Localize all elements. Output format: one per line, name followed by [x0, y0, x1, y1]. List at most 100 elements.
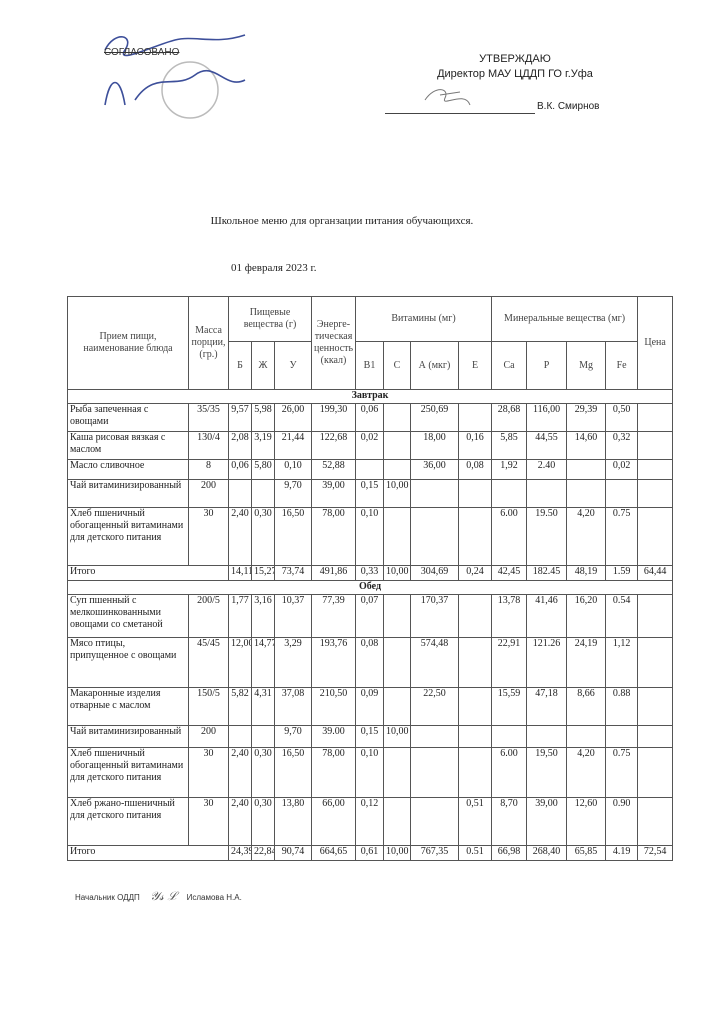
value-cell: 5,82 [228, 687, 252, 726]
dish-name: Хлеб ржано-пшеничный для детского питани… [67, 797, 189, 846]
value-cell: 0,15 [355, 725, 384, 748]
value-cell [410, 797, 459, 846]
value-cell [383, 459, 411, 480]
total-value: 10,00 [383, 565, 411, 581]
value-cell: 12,60 [566, 797, 607, 846]
value-cell: 22,91 [491, 637, 528, 688]
value-cell: 0,07 [355, 594, 384, 638]
value-cell [637, 459, 674, 480]
subheader-cell: Ж [251, 341, 275, 390]
value-cell [637, 725, 674, 748]
total-value: 268,40 [526, 845, 568, 861]
dish-name: Каша рисовая вязкая с маслом [67, 431, 189, 460]
value-cell [566, 459, 607, 480]
value-cell: 1,77 [228, 594, 252, 638]
value-cell [383, 403, 411, 432]
value-cell: 0,02 [355, 431, 384, 460]
value-cell: 8,66 [566, 687, 607, 726]
value-cell: 1,12 [605, 637, 639, 688]
value-cell: 36,00 [410, 459, 459, 480]
menu-date: 01 февраля 2023 г. [231, 262, 317, 274]
footer: Начальник ОДДП 𝒴𝓈 ℒ Исламова Н.А. [75, 889, 242, 904]
value-cell: 47,18 [526, 687, 568, 726]
value-cell: 15,59 [491, 687, 528, 726]
total-value: 65,85 [566, 845, 607, 861]
value-cell: 52,88 [311, 459, 356, 480]
total-value: 0,24 [457, 565, 493, 581]
value-cell: 4,31 [251, 687, 275, 726]
total-value: 90,74 [274, 845, 312, 861]
value-cell [410, 747, 459, 798]
value-cell [637, 479, 674, 508]
value-cell: 78,00 [311, 747, 356, 798]
value-cell: 0,30 [251, 507, 275, 566]
table-row: Масло сливочное 8 0,06 5,80 0,10 52,88 36,00 0,… [67, 459, 674, 480]
value-cell [251, 725, 275, 748]
dish-name: Суп пшенный с мелкошинкованными овощами … [67, 594, 189, 638]
subheader-cell: P [526, 341, 568, 390]
value-cell: 2,40 [228, 507, 252, 566]
table-row: Мясо птицы, припущенное с овощами 45/45 12… [67, 637, 674, 688]
value-cell [605, 479, 639, 508]
value-cell: 19.50 [526, 507, 568, 566]
value-cell: 3,19 [251, 431, 275, 460]
value-cell: 16,50 [274, 507, 312, 566]
value-cell: 200/5 [188, 594, 229, 638]
value-cell [355, 459, 384, 480]
value-cell: 24,19 [566, 637, 607, 688]
value-cell: 18,00 [410, 431, 459, 460]
subheader-cell: А (мкг) [410, 341, 459, 390]
value-cell [637, 747, 674, 798]
value-cell: 4,20 [566, 747, 607, 798]
value-cell: 150/5 [188, 687, 229, 726]
approval-block: УТВЕРЖДАЮ Директор МАУ ЦДДП ГО г.Уфа [400, 52, 630, 82]
value-cell: 30 [188, 797, 229, 846]
total-value: 491,86 [311, 565, 356, 581]
value-cell: 0.75 [605, 747, 639, 798]
value-cell: 26,00 [274, 403, 312, 432]
value-cell: 6.00 [491, 507, 528, 566]
value-cell: 5,80 [251, 459, 275, 480]
value-cell [526, 479, 568, 508]
table-row: Макаронные изделия отварные с маслом 150/… [67, 687, 674, 726]
value-cell: 21,44 [274, 431, 312, 460]
value-cell: 41,46 [526, 594, 568, 638]
value-cell [637, 403, 674, 432]
value-cell: 0.88 [605, 687, 639, 726]
value-cell: 0,08 [457, 459, 493, 480]
value-cell: 116,00 [526, 403, 568, 432]
value-cell: 16,20 [566, 594, 607, 638]
value-cell: 9,70 [274, 725, 312, 748]
value-cell: 0,30 [251, 747, 275, 798]
value-cell: 45/45 [188, 637, 229, 688]
dish-name: Макаронные изделия отварные с маслом [67, 687, 189, 726]
value-cell [637, 797, 674, 846]
value-cell: 19,50 [526, 747, 568, 798]
value-cell: 200 [188, 479, 229, 508]
value-cell: 10,00 [383, 479, 411, 508]
value-cell [491, 725, 528, 748]
total-value: 42,45 [491, 565, 528, 581]
value-cell: 0,06 [228, 459, 252, 480]
value-cell [457, 479, 493, 508]
value-cell: 44,55 [526, 431, 568, 460]
total-value: 0,33 [355, 565, 384, 581]
value-cell: 16,50 [274, 747, 312, 798]
header-price: Цена [637, 296, 674, 390]
value-cell [410, 725, 459, 748]
total-value: 24,39 [228, 845, 252, 861]
value-cell: 170,37 [410, 594, 459, 638]
value-cell [637, 507, 674, 566]
value-cell: 0,10 [355, 507, 384, 566]
document-title: Школьное меню для органзации питания обу… [0, 215, 724, 227]
total-value: 767,35 [410, 845, 459, 861]
value-cell [526, 725, 568, 748]
stamp-signature-image [104, 34, 246, 119]
value-cell [457, 747, 493, 798]
total-value: 182.45 [526, 565, 568, 581]
value-cell: 5,98 [251, 403, 275, 432]
header-nutrients: Пищевые вещества (г) [228, 296, 312, 342]
agreement-signature [95, 20, 255, 120]
value-cell [383, 637, 411, 688]
value-cell: 0,10 [274, 459, 312, 480]
